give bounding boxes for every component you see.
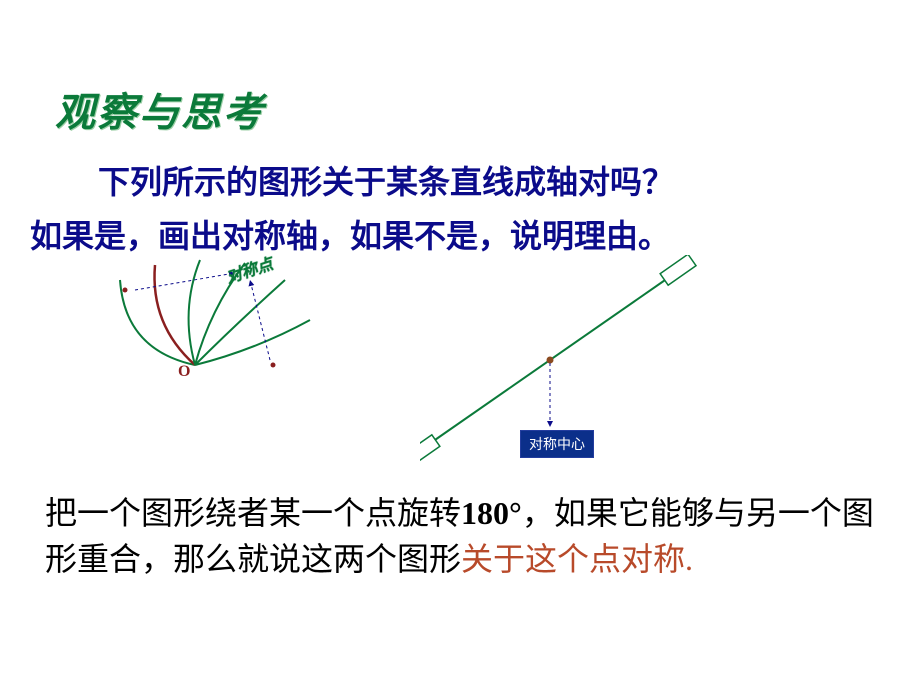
def-accent: 关于这个点对称. bbox=[461, 541, 693, 577]
curve-3 bbox=[189, 260, 200, 365]
center-label-box: 对称中心 bbox=[520, 430, 594, 458]
figure-curve-fan: 对称点 O bbox=[95, 255, 325, 405]
definition-text: 把一个图形绕者某一个点旋转180°，如果它能够与另一个图形重合，那么就说这两个图… bbox=[45, 490, 875, 583]
section-title: 观察与思考 bbox=[55, 80, 265, 138]
figure-central-line: 对称中心 bbox=[420, 255, 700, 465]
sym-dot-2 bbox=[271, 363, 276, 368]
curve-6 bbox=[195, 320, 310, 365]
def-part1: 把一个图形绕者某一个点旋转 bbox=[45, 495, 461, 531]
def-degree: 180° bbox=[461, 495, 522, 531]
sym-dot-1 bbox=[123, 288, 128, 293]
center-dot bbox=[547, 357, 554, 364]
question-line-1: 下列所示的图形关于某条直线成轴对吗？ bbox=[30, 155, 890, 209]
slide: 观察与思考 下列所示的图形关于某条直线成轴对吗？ 如果是，画出对称轴，如果不是，… bbox=[0, 0, 920, 690]
end-box-top bbox=[660, 255, 696, 285]
pointer-line-2 bbox=[250, 280, 270, 360]
pointer-line-1 bbox=[135, 273, 235, 290]
origin-label: O bbox=[178, 363, 190, 381]
figures-row: 对称点 O bbox=[0, 255, 920, 480]
question-text: 下列所示的图形关于某条直线成轴对吗？ 如果是，画出对称轴，如果不是，说明理由。 bbox=[30, 155, 890, 264]
curve-fan-svg bbox=[95, 255, 325, 405]
